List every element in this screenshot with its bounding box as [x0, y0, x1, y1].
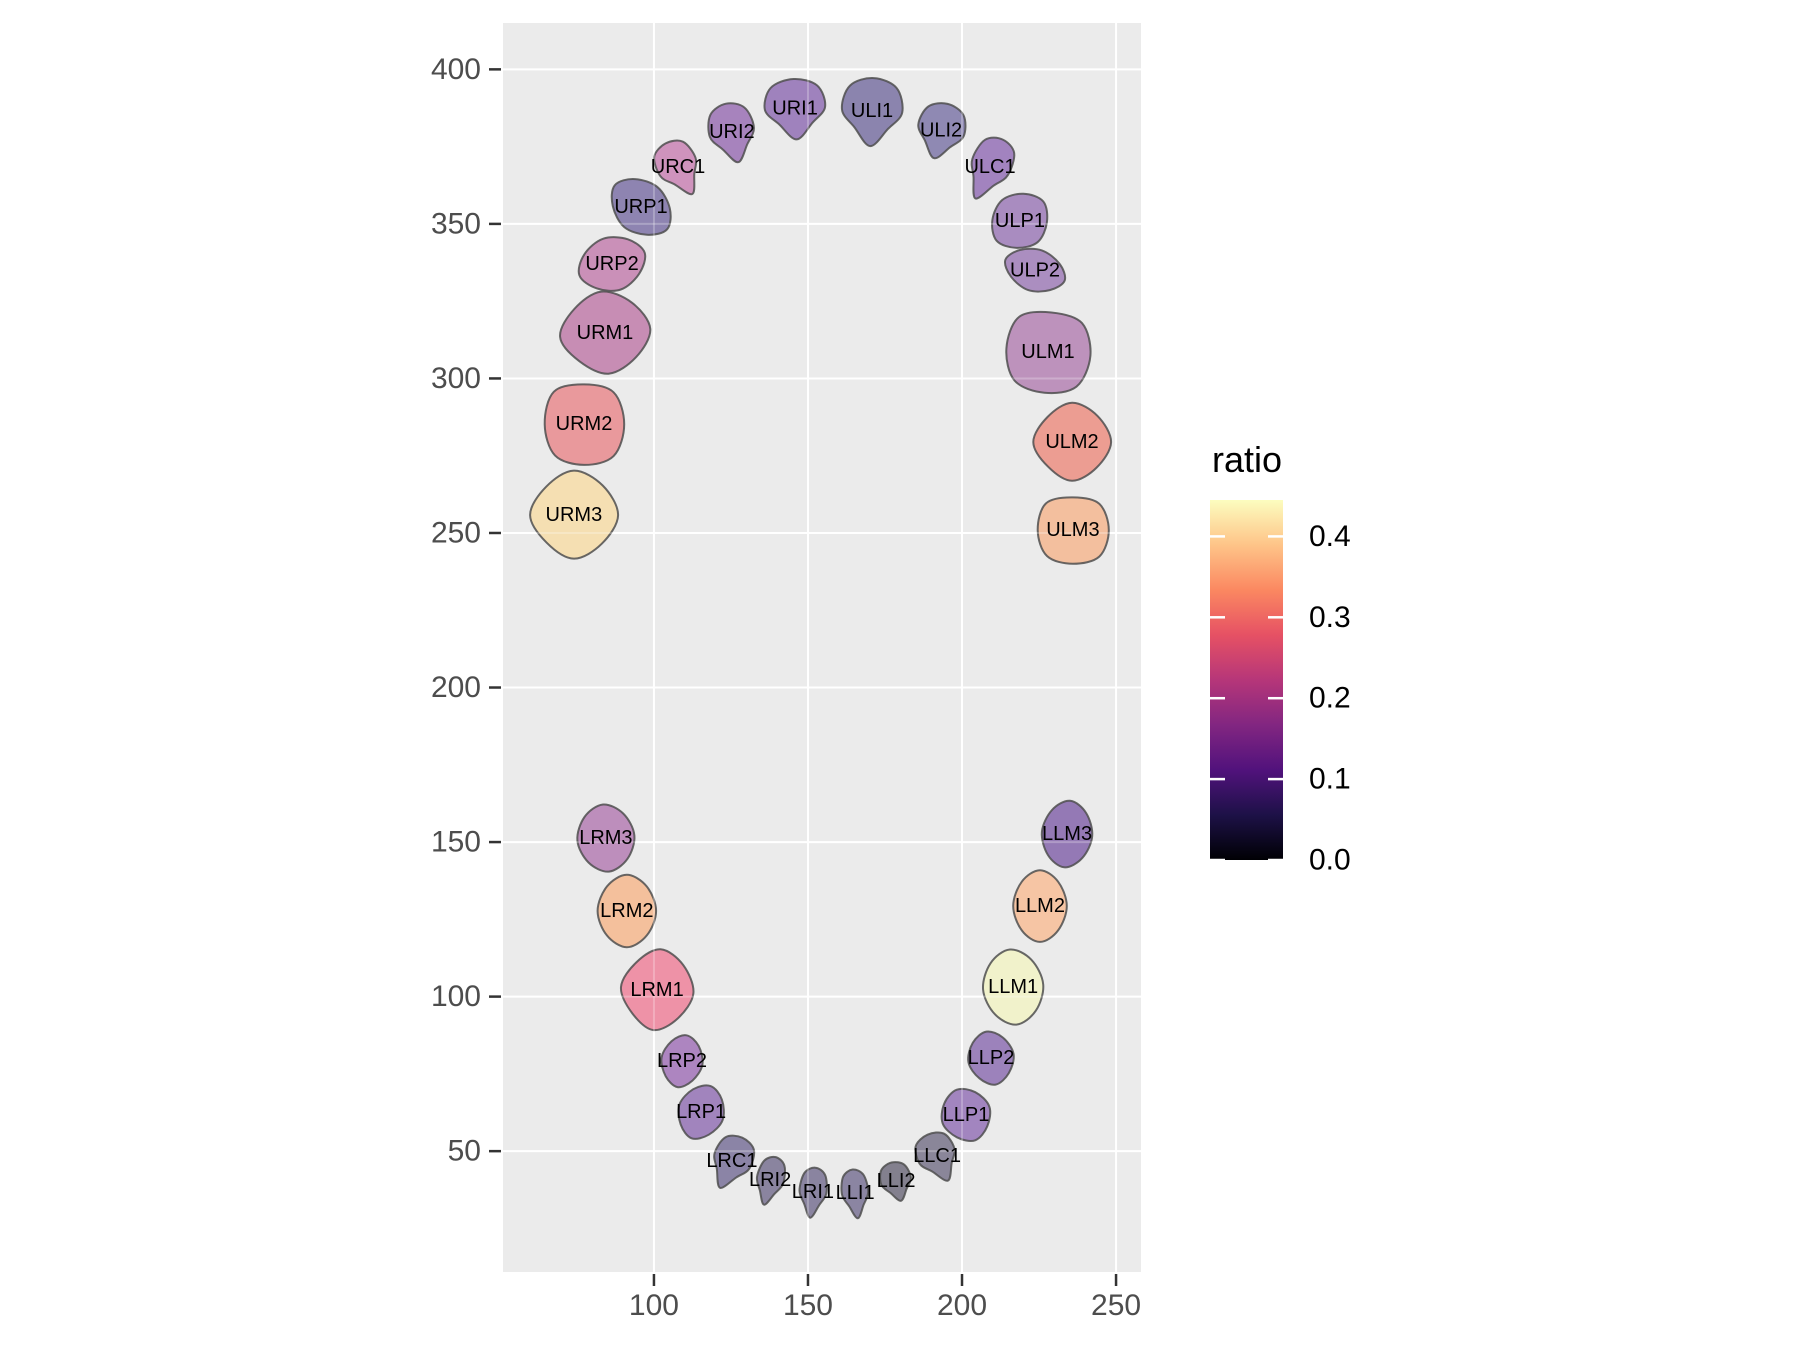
tooth-label-URP2: URP2: [585, 253, 638, 275]
tooth-label-LRC1: LRC1: [706, 1150, 757, 1172]
tooth-blob-LLC1: [914, 1131, 956, 1182]
y-tick-label-50: 50: [448, 1135, 481, 1168]
legend-label-0.4: 0.4: [1309, 520, 1351, 553]
tooth-blob-ULP2: [1003, 247, 1067, 293]
tooth-blob-ULI2: [917, 102, 967, 160]
tooth-label-LRM3: LRM3: [579, 827, 632, 849]
tooth-blob-LRC1: [713, 1134, 756, 1189]
tooth-blob-ULM1: [1005, 310, 1092, 395]
tooth-blob-LLI1: [840, 1168, 870, 1220]
y-tick-label-300: 300: [431, 362, 481, 395]
tooth-blob-URP2: [577, 236, 647, 292]
tooth-label-LLM3: LLM3: [1042, 823, 1092, 845]
tooth-label-URP1: URP1: [614, 196, 667, 218]
tooth-label-LLI1: LLI1: [836, 1182, 875, 1204]
legend-title: ratio: [1212, 439, 1282, 480]
legend-ratio: ratio 0.4 0.3 0.2 0.1 0.0: [1210, 439, 1351, 877]
tooth-blob-LLI2: [879, 1161, 912, 1202]
tooth-blob-URM1: [559, 290, 652, 375]
tooth-blob-ULP1: [991, 192, 1049, 249]
tooth-label-URM1: URM1: [577, 322, 634, 344]
tooth-label-LRI2: LRI2: [749, 1169, 791, 1191]
tooth-blob-LLM3: [1040, 799, 1094, 869]
tooth-blob-LRI1: [798, 1166, 828, 1219]
y-tick-label-250: 250: [431, 516, 481, 549]
legend-label-0.0: 0.0: [1309, 844, 1351, 877]
tooth-blob-URM3: [529, 469, 620, 560]
tooth-label-LLP2: LLP2: [968, 1047, 1015, 1069]
y-tick-label-350: 350: [431, 207, 481, 240]
tooth-blob-URI1: [763, 77, 827, 141]
tooth-blob-LRM3: [576, 803, 636, 873]
tooth-blob-LRP2: [660, 1034, 704, 1089]
tooth-label-ULM3: ULM3: [1046, 519, 1099, 541]
legend-colorbar: [1210, 500, 1283, 860]
tooth-label-URM3: URM3: [546, 504, 603, 526]
tooth-blob-URI2: [707, 102, 755, 164]
y-tick-label-400: 400: [431, 53, 481, 86]
tooth-label-URI2: URI2: [709, 121, 755, 143]
legend-label-0.3: 0.3: [1309, 601, 1351, 634]
tooth-blob-ULI1: [840, 77, 904, 148]
tooth-label-ULI1: ULI1: [851, 100, 893, 122]
tooth-label-LLP1: LLP1: [943, 1104, 990, 1126]
legend-label-0.1: 0.1: [1309, 763, 1351, 796]
tooth-label-ULP2: ULP2: [1010, 259, 1060, 281]
tooth-label-LRP1: LRP1: [676, 1101, 726, 1123]
tooth-label-ULM2: ULM2: [1045, 431, 1098, 453]
tooth-blob-URC1: [653, 139, 698, 196]
tooth-label-LRI1: LRI1: [792, 1181, 834, 1203]
x-tick-label-250: 250: [1091, 1289, 1141, 1322]
tooth-label-URC1: URC1: [651, 156, 705, 178]
tooth-blob-LRP1: [677, 1084, 725, 1140]
tooth-blob-LLM1: [982, 948, 1045, 1026]
tooth-label-LLM2: LLM2: [1015, 895, 1065, 917]
tooth-blob-LLP1: [940, 1087, 992, 1142]
tooth-label-ULC1: ULC1: [964, 156, 1015, 178]
tooth-label-LRM1: LRM1: [630, 979, 683, 1001]
tooth-label-ULM1: ULM1: [1021, 341, 1074, 363]
gridlines-overlay: [503, 23, 1141, 1272]
tooth-label-ULI2: ULI2: [920, 119, 962, 141]
tooth-label-LLC1: LLC1: [913, 1145, 961, 1167]
tooth-label-LLI2: LLI2: [877, 1170, 916, 1192]
x-axis: 100 150 200 250: [629, 1274, 1141, 1322]
teeth-layer: [529, 77, 1113, 1220]
tooth-label-URI1: URI1: [772, 97, 818, 119]
tooth-blob-LRM2: [596, 873, 658, 949]
tooth-blob-LRI2: [755, 1155, 787, 1206]
tooth-label-LLM1: LLM1: [988, 976, 1038, 998]
x-tick-label-150: 150: [783, 1289, 833, 1322]
x-tick-label-100: 100: [629, 1289, 679, 1322]
tooth-blob-ULM3: [1036, 496, 1110, 565]
tooth-blob-ULM2: [1032, 401, 1113, 482]
y-tick-label-100: 100: [431, 980, 481, 1013]
tooth-blob-ULC1: [970, 136, 1016, 200]
tooth-label-LRP2: LRP2: [657, 1050, 707, 1072]
tooth-label-LRM2: LRM2: [600, 900, 653, 922]
tooth-blob-URP1: [610, 178, 672, 236]
tooth-blob-LRM1: [619, 948, 695, 1032]
tooth-label-URM2: URM2: [556, 413, 613, 435]
y-tick-label-150: 150: [431, 826, 481, 859]
y-tick-label-200: 200: [431, 671, 481, 704]
x-tick-label-200: 200: [937, 1289, 987, 1322]
tooth-blob-URM2: [543, 383, 626, 466]
tooth-blob-LLP2: [967, 1030, 1015, 1086]
y-axis: 50 100 150 200 250 300 350 400: [431, 53, 501, 1168]
tooth-label-ULP1: ULP1: [995, 210, 1045, 232]
legend-label-0.2: 0.2: [1309, 682, 1351, 715]
tooth-blob-LLM2: [1012, 869, 1068, 943]
